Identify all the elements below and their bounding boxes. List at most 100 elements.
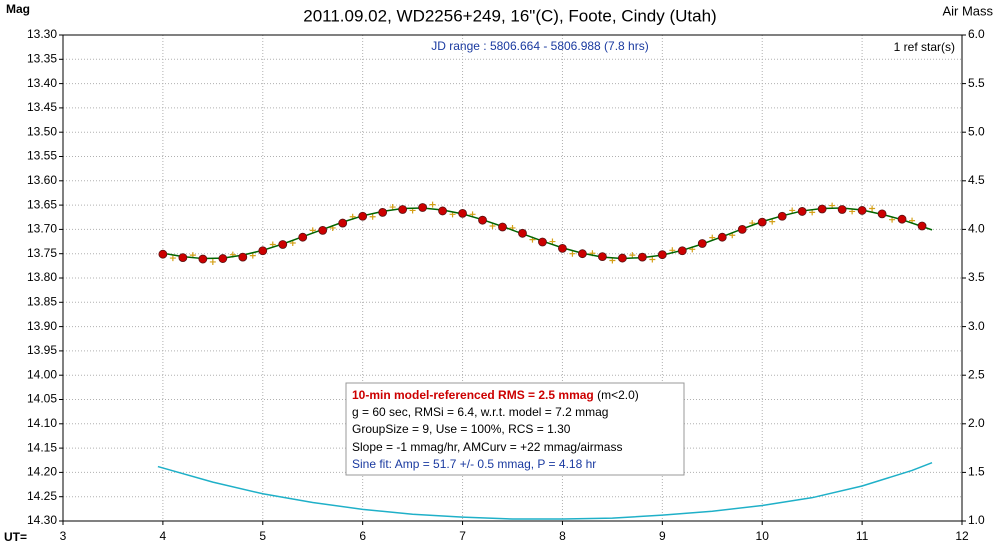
data-point	[637, 252, 647, 262]
data-point	[917, 221, 927, 231]
data-point	[617, 253, 627, 263]
data-point	[169, 255, 176, 262]
data-point	[549, 238, 556, 245]
y-tick-label: 13.80	[27, 270, 57, 284]
data-point	[769, 218, 776, 225]
data-point	[389, 204, 396, 211]
stats-line: g = 60 sec, RMSi = 6.4, w.r.t. model = 7…	[352, 405, 608, 419]
data-point	[737, 224, 747, 234]
data-point	[438, 206, 447, 216]
y-tick-label: 13.90	[27, 319, 57, 333]
y-tick-label: 13.40	[27, 76, 57, 90]
y2-tick-label: 4.5	[968, 173, 985, 187]
data-point	[418, 203, 428, 212]
jd-range: JD range : 5806.664 - 5806.988 (7.8 hrs)	[431, 39, 648, 53]
stats-line: Slope = -1 mmag/hr, AMCurv = +22 mmag/ai…	[352, 440, 622, 454]
stats-box	[345, 382, 685, 476]
data-point	[378, 207, 388, 217]
y2-tick-label: 5.5	[968, 76, 985, 90]
x-tick-label: 7	[459, 529, 466, 543]
y2-tick-label: 1.5	[968, 465, 985, 479]
data-point	[298, 232, 308, 242]
x-tick-label: 9	[659, 529, 666, 543]
y-tick-label: 14.05	[27, 392, 57, 406]
sine-fit: Sine fit: Amp = 51.7 +/- 0.5 mmag, P = 4…	[352, 457, 596, 471]
x-tick-label: 11	[856, 529, 869, 543]
x-tick-label: 8	[559, 529, 566, 543]
data-point	[538, 237, 547, 247]
y-tick-label: 14.15	[27, 440, 57, 454]
series-line	[162, 207, 933, 260]
data-point	[258, 246, 268, 256]
y-tick-label: 13.35	[27, 51, 57, 65]
data-point	[489, 222, 496, 229]
data-point	[398, 205, 408, 214]
y2-tick-label: 1.0	[968, 513, 985, 527]
stats-note: (m<2.0)	[597, 388, 639, 402]
data-point	[458, 208, 467, 218]
ref-stars: 1 ref star(s)	[894, 40, 955, 54]
x-tick-label: 12	[955, 529, 969, 543]
data-point	[757, 217, 767, 227]
stats-heading: 10-min model-referenced RMS = 2.5 mmag (…	[352, 388, 639, 402]
data-point	[649, 256, 656, 263]
x-axis-label: UT=	[4, 530, 27, 544]
data-point	[877, 209, 887, 219]
x-tick-label: 5	[259, 529, 266, 543]
y-tick-label: 13.70	[27, 222, 57, 236]
y2-tick-label: 3.0	[968, 319, 985, 333]
data-point	[677, 246, 687, 256]
y-tick-label: 13.95	[27, 343, 57, 357]
y2-axis-label: Air Mass	[942, 3, 993, 18]
data-point	[518, 228, 527, 238]
data-point	[429, 201, 436, 208]
data-point	[178, 253, 188, 262]
data-point	[198, 254, 208, 264]
y-tick-label: 14.25	[27, 489, 57, 503]
stats-line: GroupSize = 9, Use = 100%, RCS = 1.30	[352, 422, 571, 436]
data-point	[478, 215, 487, 225]
data-point	[897, 214, 907, 224]
data-point	[857, 206, 867, 215]
data-point	[717, 232, 727, 242]
data-point	[578, 249, 587, 259]
y-tick-label: 14.30	[27, 513, 57, 527]
series-line	[157, 461, 933, 520]
y-tick-label: 14.00	[27, 367, 57, 381]
data-point	[218, 254, 228, 263]
data-point	[278, 240, 288, 249]
data-point	[338, 218, 348, 228]
y-tick-label: 13.50	[27, 124, 57, 138]
data-point	[209, 258, 216, 265]
data-point	[817, 204, 827, 214]
data-point	[238, 252, 248, 262]
y2-tick-label: 6.0	[968, 27, 985, 41]
data-point	[358, 211, 368, 221]
stats-title: 10-min model-referenced RMS = 2.5 mmag	[352, 388, 594, 402]
y-tick-label: 13.65	[27, 197, 57, 211]
y-tick-label: 13.75	[27, 246, 57, 260]
y2-tick-label: 3.5	[968, 270, 985, 284]
y-tick-label: 14.20	[27, 465, 57, 479]
y-tick-label: 13.45	[27, 100, 57, 114]
data-point	[629, 252, 636, 259]
x-tick-label: 3	[60, 529, 67, 543]
data-point	[598, 252, 607, 262]
data-point	[837, 205, 847, 214]
data-point	[697, 239, 707, 248]
y2-tick-label: 2.5	[968, 367, 985, 381]
data-point	[318, 225, 328, 235]
x-tick-label: 4	[160, 529, 167, 543]
y-tick-label: 13.60	[27, 173, 57, 187]
y-tick-label: 13.30	[27, 27, 57, 41]
y2-tick-label: 4.0	[968, 222, 985, 236]
data-point	[569, 250, 576, 257]
data-point	[558, 243, 567, 253]
data-point	[498, 222, 507, 232]
y-axis-label: Mag	[6, 2, 30, 16]
y-tick-label: 14.10	[27, 416, 57, 430]
x-tick-label: 10	[756, 529, 770, 543]
data-point	[777, 211, 787, 221]
data-point	[869, 205, 876, 212]
data-point	[158, 249, 168, 259]
